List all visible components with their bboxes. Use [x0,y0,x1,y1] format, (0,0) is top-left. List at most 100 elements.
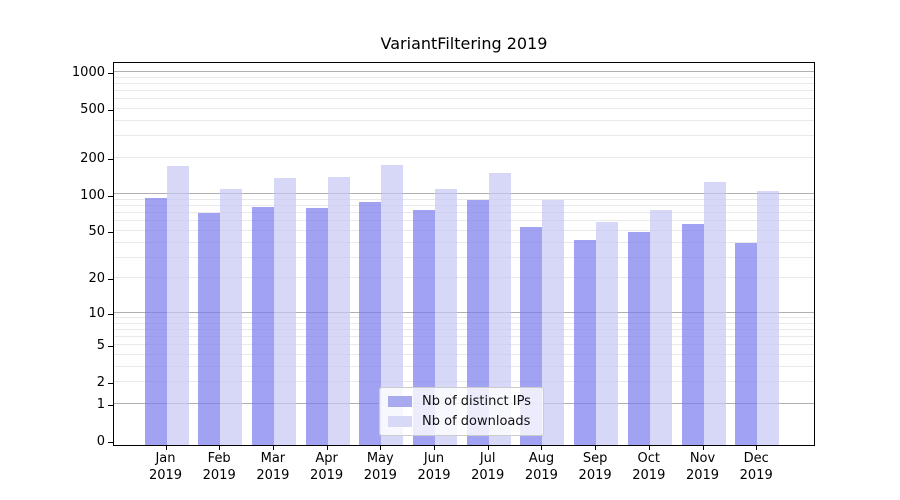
bar-downloads-oct [649,209,672,445]
y-tick-label: 20 [88,271,105,287]
bar-downloads-nov [703,181,726,445]
legend-label-downloads: Nb of downloads [422,414,531,429]
bar-downloads-may [381,164,404,445]
bar-downloads-jul [488,172,511,445]
bars-layer [114,63,814,445]
bar-distinct-ips-feb [198,213,221,445]
y-tick-mark [108,158,113,160]
month-label-jun: Jun 2019 [402,450,466,484]
y-tick-label: 100 [80,187,105,203]
bar-distinct-ips-sep [574,240,597,445]
month-label-may: May 2019 [348,450,412,484]
month-label-feb: Feb 2019 [187,450,251,484]
month-name: Feb [207,451,231,466]
month-name: Dec [743,451,769,466]
y-tick-label: 2 [96,375,105,391]
y-tick-label: 1000 [71,64,105,80]
legend-item-distinct-ips: Nb of distinct IPs [388,394,531,409]
x-tick-mark [648,446,650,450]
month-label-jul: Jul 2019 [456,450,520,484]
gridline-minor [114,336,814,338]
gridline-minor [114,229,814,231]
month-year: 2019 [256,468,290,483]
month-label-aug: Aug 2019 [509,450,573,484]
bar-downloads-dec [757,191,780,445]
y-tick-mark [108,279,113,281]
gridline-minor [114,317,814,318]
y-tick-label: 10 [88,305,105,321]
x-tick-mark [380,446,382,450]
gridline-major [114,193,814,195]
month-year: 2019 [471,468,505,483]
gridline-major [114,70,814,72]
month-year: 2019 [578,468,612,483]
grid-layer [114,63,814,445]
month-year: 2019 [632,468,666,483]
legend-label-distinct-ips: Nb of distinct IPs [422,394,531,409]
y-tick-mark [108,313,113,315]
gridline-minor [114,220,814,222]
y-tick-label: 0 [96,434,105,449]
legend-item-downloads: Nb of downloads [388,414,531,429]
gridline-minor [114,107,814,109]
gridline-minor [114,277,814,279]
plot-area: Nb of distinct IPs Nb of downloads [113,62,815,446]
bar-downloads-sep [596,222,619,445]
gridline-minor [114,354,814,356]
bar-distinct-ips-may [359,201,382,445]
gridline-major [114,311,814,313]
gridline-minor [114,156,814,158]
y-tick-label: 500 [80,101,105,117]
month-name: Aug [528,451,555,466]
legend-swatch-distinct-ips [388,396,412,407]
bar-downloads-feb [220,188,243,445]
bar-downloads-aug [542,200,565,445]
gridline-minor [114,241,814,243]
month-year: 2019 [685,468,720,483]
bar-distinct-ips-apr [305,208,328,445]
month-label-sep: Sep 2019 [563,450,627,484]
x-tick-mark [595,446,597,450]
bar-distinct-ips-nov [681,224,704,445]
month-year: 2019 [417,468,451,483]
month-label-nov: Nov 2019 [671,450,735,484]
legend-swatch-downloads [388,416,412,427]
month-name: Sep [582,451,608,466]
month-year: 2019 [310,468,344,483]
gridline-minor [114,82,814,84]
bar-downloads-mar [273,178,296,445]
month-label-dec: Dec 2019 [724,450,788,484]
gridline-minor [114,365,814,367]
y-tick-mark [108,72,113,74]
y-tick-label: 5 [96,338,105,354]
gridline-minor [114,328,814,330]
y-tick-label: 1 [96,397,105,412]
gridline-minor [114,89,814,91]
gridline-minor [114,199,814,201]
y-tick-mark [108,109,113,111]
x-tick-mark [165,446,167,450]
y-tick-mark [108,405,113,406]
gridline-minor [114,76,814,78]
x-tick-mark [326,446,328,450]
month-year: 2019 [148,468,183,483]
month-name: Jan [155,451,176,466]
month-year: 2019 [739,468,773,483]
gridline-minor [114,205,814,207]
bar-distinct-ips-jan [144,197,167,445]
month-label-jan: Jan 2019 [134,450,198,484]
y-tick-mark [108,442,113,443]
month-year: 2019 [202,468,236,483]
y-tick-mark [108,346,113,348]
gridline-minor [114,381,814,383]
month-name: Apr [315,451,338,466]
y-tick-label: 200 [80,150,105,166]
y-tick-label: 50 [88,224,105,239]
month-name: Oct [637,451,661,466]
x-tick-mark [272,446,274,450]
month-label-oct: Oct 2019 [617,450,681,484]
month-name: Jun [423,451,445,466]
gridline-minor [114,119,814,121]
bar-distinct-ips-mar [251,206,274,445]
